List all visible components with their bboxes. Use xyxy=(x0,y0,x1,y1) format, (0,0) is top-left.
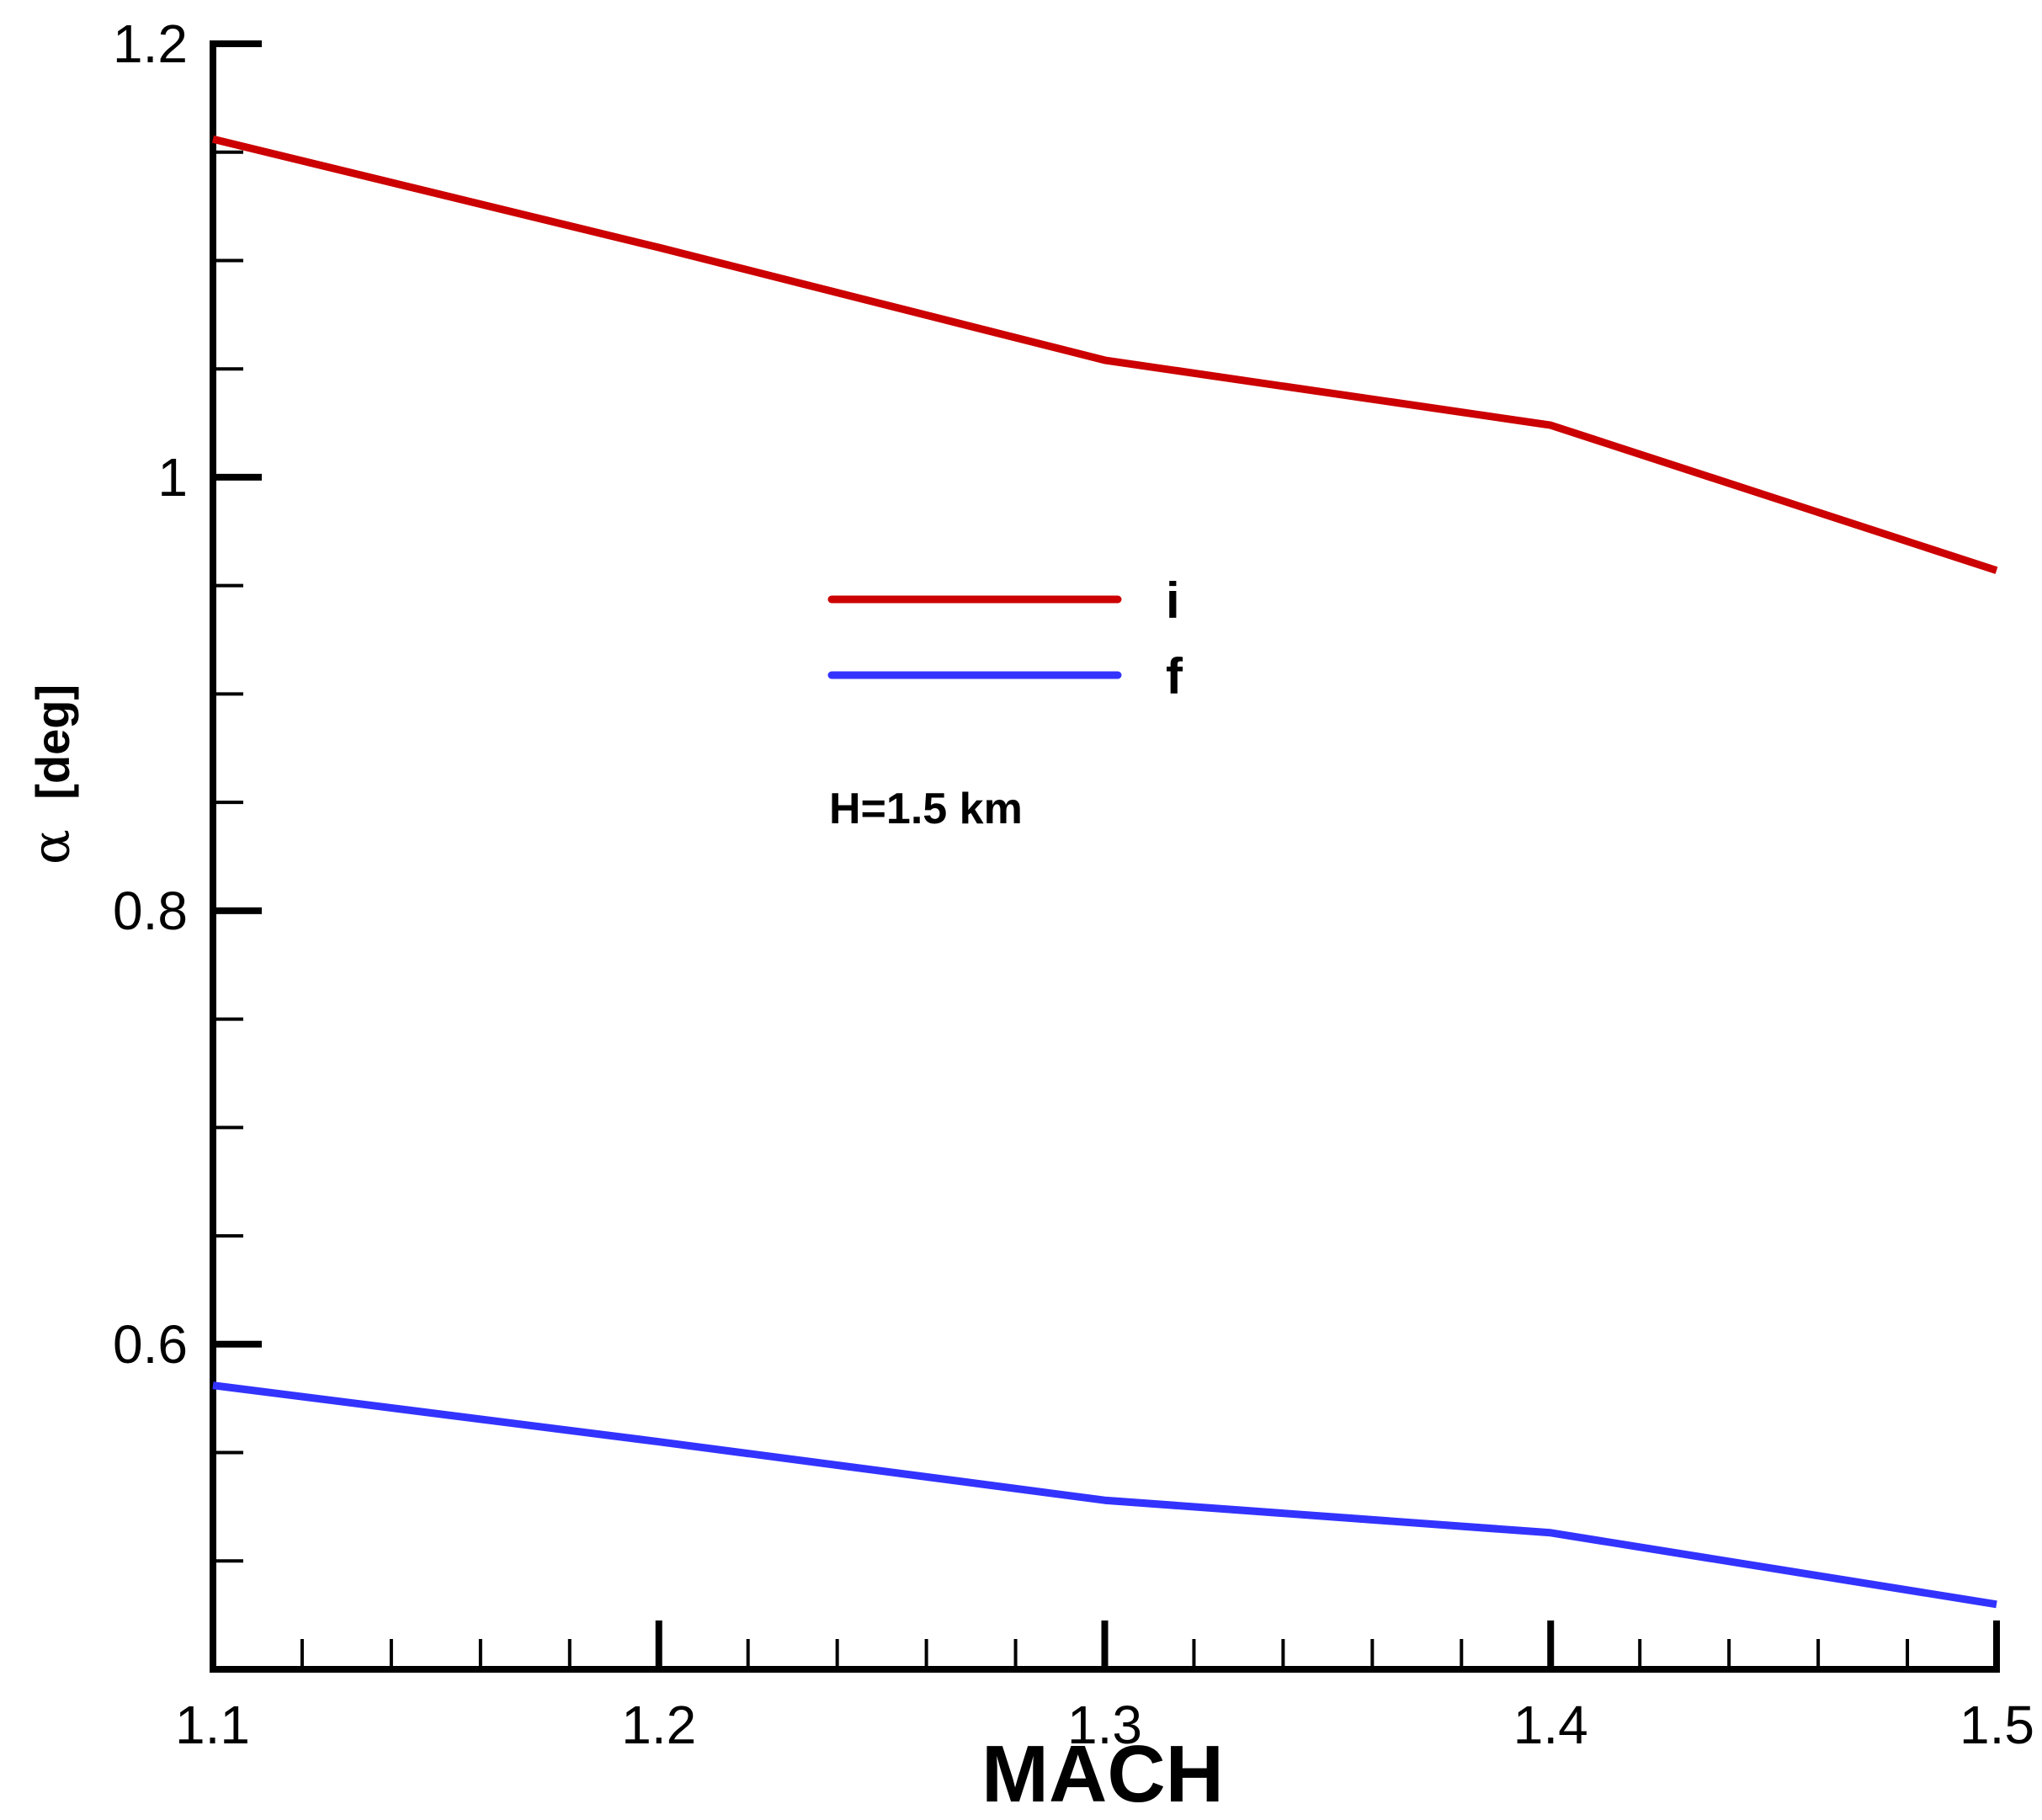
x-tick-label: 1.5 xyxy=(1960,1695,2034,1755)
series-line-i xyxy=(211,135,1998,574)
legend-label-f: f xyxy=(1166,648,1183,705)
x-tick-label: 1.3 xyxy=(1067,1695,1142,1755)
major-ticks xyxy=(210,40,2000,1673)
y-axis-title: α [deg] xyxy=(20,684,82,865)
annotation-altitude: H=1.5 km xyxy=(829,785,1023,833)
tick-labels: 0.6 0.8 1 1.2 1.1 1.2 1.3 1.4 1.5 xyxy=(113,13,2034,1755)
legend-label-i: i xyxy=(1166,572,1180,629)
y-axis-symbol: α xyxy=(20,829,82,865)
y-tick-label: 0.8 xyxy=(113,881,188,941)
legend: if xyxy=(827,572,1183,705)
x-tick-label: 1.2 xyxy=(621,1695,696,1755)
series-line-f xyxy=(212,1381,1997,1609)
x-tick-label: 1.1 xyxy=(175,1695,250,1755)
x-tick-label: 1.4 xyxy=(1513,1695,1588,1755)
y-tick-label: 0.6 xyxy=(113,1314,188,1375)
axes xyxy=(210,44,1997,1673)
y-tick-label: 1 xyxy=(157,447,188,508)
y-tick-label: 1.2 xyxy=(113,13,188,74)
x-axis-title: MACH xyxy=(981,1729,1224,1816)
series-lines xyxy=(211,135,1998,1609)
minor-ticks xyxy=(213,150,1910,1671)
y-axis-unit: [deg] xyxy=(26,684,79,800)
